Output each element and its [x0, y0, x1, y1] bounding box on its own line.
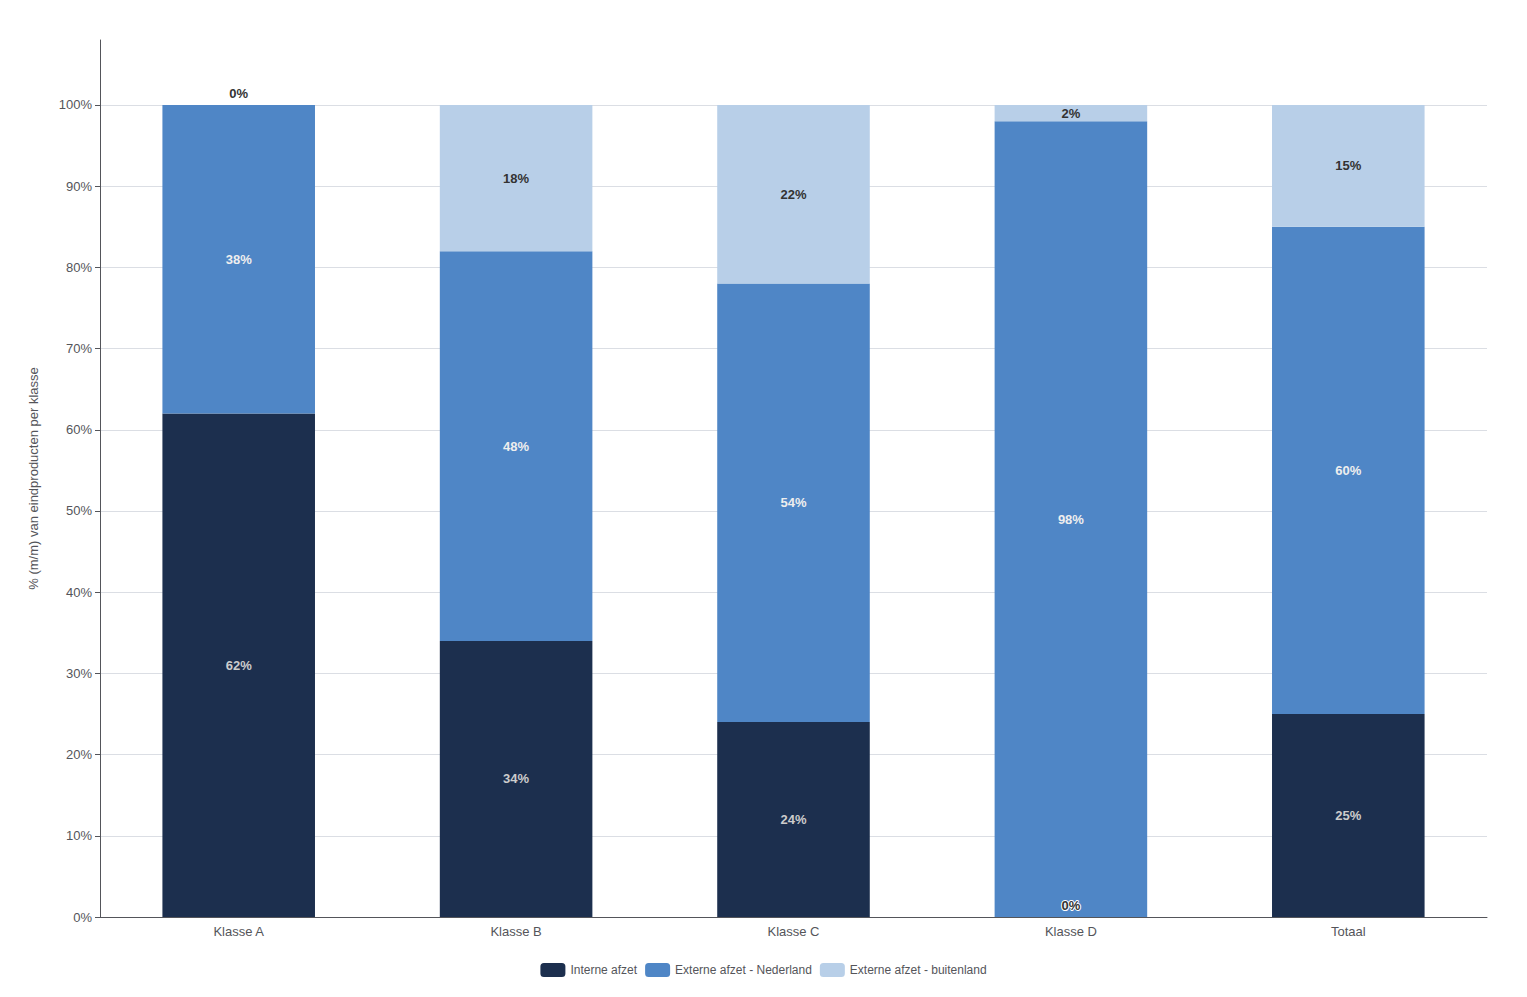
- svg-text:20%: 20%: [66, 747, 92, 762]
- svg-text:% (m/m) van eindproducten per: % (m/m) van eindproducten per klasse: [26, 367, 41, 590]
- svg-text:0%: 0%: [229, 86, 248, 101]
- svg-text:Externe afzet - Nederland: Externe afzet - Nederland: [675, 963, 812, 977]
- svg-text:Totaal: Totaal: [1331, 924, 1366, 939]
- svg-text:Klasse B: Klasse B: [490, 924, 541, 939]
- svg-text:0%: 0%: [73, 910, 92, 925]
- svg-text:34%: 34%: [503, 771, 529, 786]
- svg-text:50%: 50%: [66, 503, 92, 518]
- svg-text:30%: 30%: [66, 666, 92, 681]
- svg-text:98%: 98%: [1058, 512, 1084, 527]
- svg-text:Klasse C: Klasse C: [767, 924, 819, 939]
- svg-text:Interne afzet: Interne afzet: [570, 963, 637, 977]
- svg-text:90%: 90%: [66, 179, 92, 194]
- svg-text:25%: 25%: [1335, 808, 1361, 823]
- svg-text:Klasse A: Klasse A: [213, 924, 264, 939]
- svg-text:40%: 40%: [66, 585, 92, 600]
- svg-text:70%: 70%: [66, 341, 92, 356]
- svg-text:15%: 15%: [1335, 158, 1361, 173]
- svg-text:24%: 24%: [780, 812, 806, 827]
- svg-text:0%: 0%: [1062, 898, 1081, 913]
- svg-text:18%: 18%: [503, 171, 529, 186]
- svg-text:80%: 80%: [66, 260, 92, 275]
- svg-text:48%: 48%: [503, 439, 529, 454]
- svg-text:54%: 54%: [780, 495, 806, 510]
- svg-text:100%: 100%: [59, 97, 93, 112]
- svg-text:38%: 38%: [226, 252, 252, 267]
- svg-text:60%: 60%: [66, 422, 92, 437]
- svg-text:60%: 60%: [1335, 463, 1361, 478]
- svg-text:2%: 2%: [1062, 106, 1081, 121]
- svg-text:22%: 22%: [780, 187, 806, 202]
- svg-text:10%: 10%: [66, 828, 92, 843]
- svg-text:Klasse D: Klasse D: [1045, 924, 1097, 939]
- svg-text:62%: 62%: [226, 658, 252, 673]
- svg-text:Externe afzet - buitenland: Externe afzet - buitenland: [850, 963, 987, 977]
